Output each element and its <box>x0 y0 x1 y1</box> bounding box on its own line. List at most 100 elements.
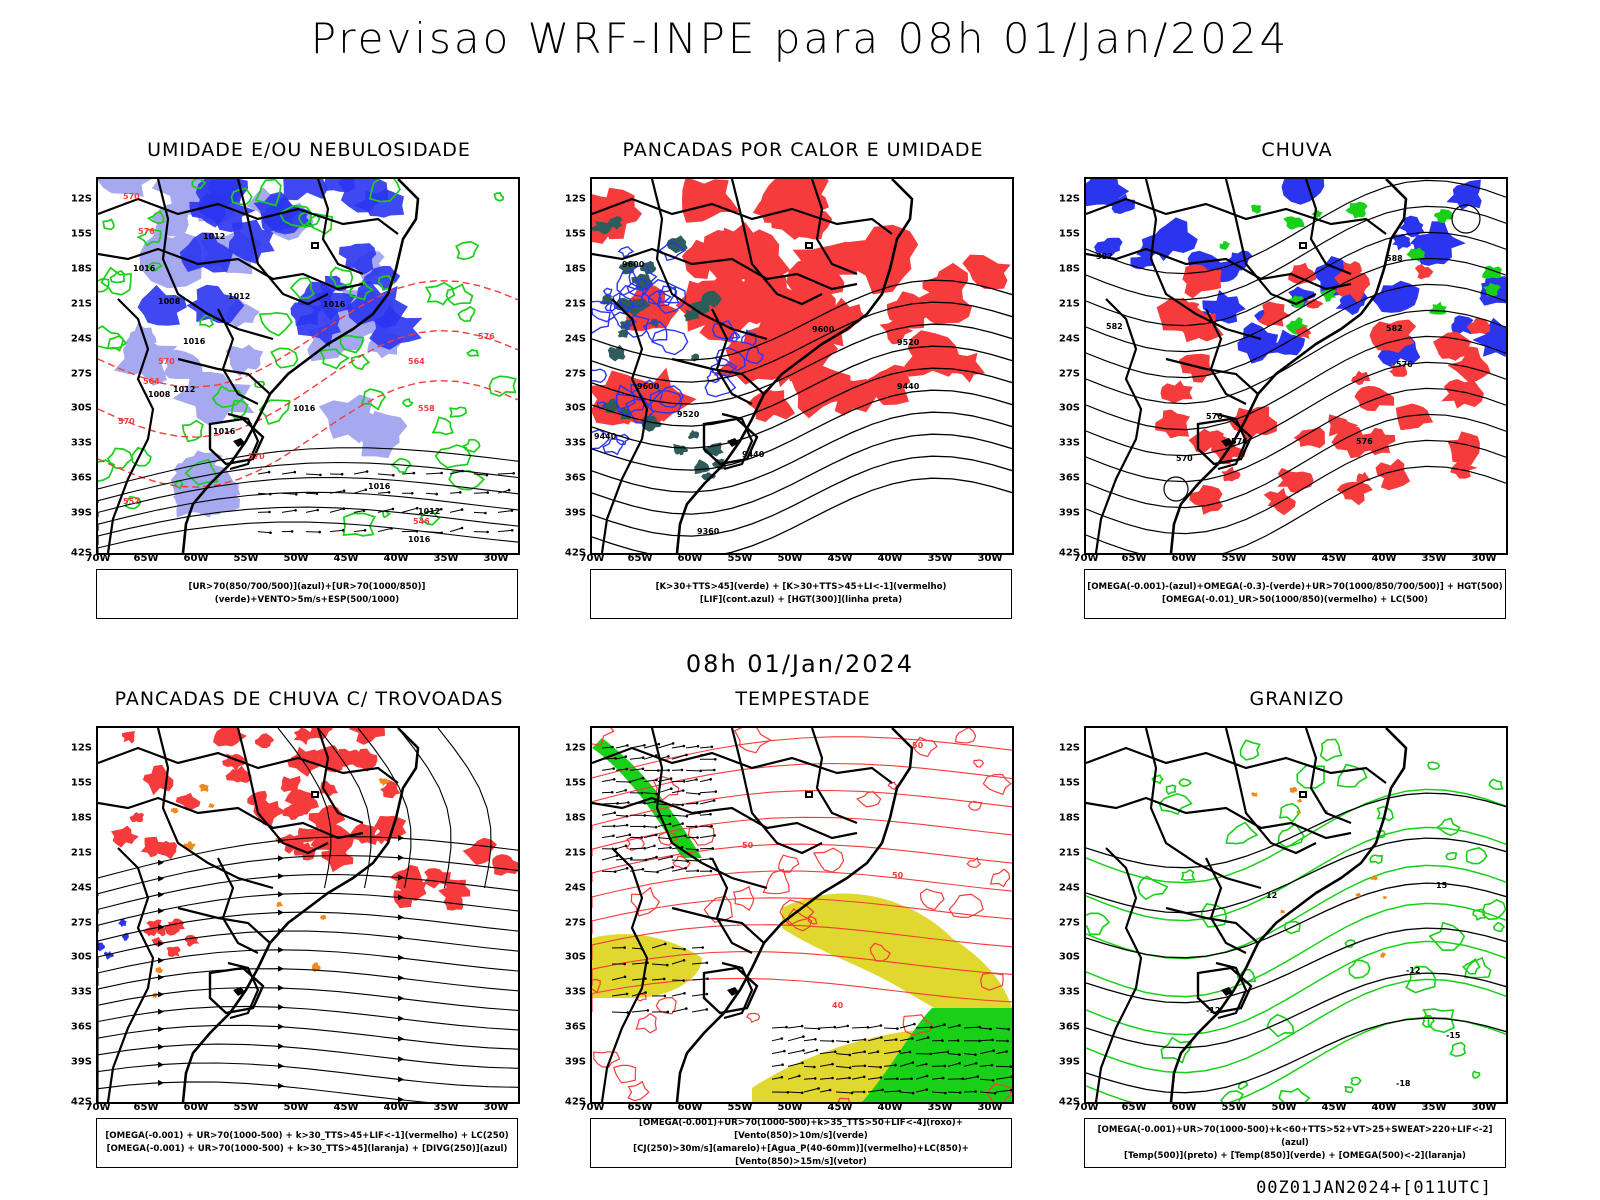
temp850-contour <box>1471 1070 1481 1079</box>
wind-vector <box>771 1050 785 1055</box>
state-border <box>1165 357 1259 395</box>
strong-omega-area <box>1429 301 1447 315</box>
instability-area <box>694 459 710 475</box>
height-contour <box>592 433 1012 515</box>
lagoon <box>233 987 245 996</box>
wind-vector <box>329 529 344 533</box>
strong-omega-area <box>1311 210 1323 220</box>
longitude-tick-label: 30W <box>977 1102 1003 1113</box>
precipitable-water-contour <box>856 791 882 808</box>
wind-vector-head <box>654 825 658 829</box>
wind-vector <box>787 1091 803 1094</box>
streamline-arrow <box>158 875 164 882</box>
land-borders <box>592 728 914 1102</box>
latitude-tick-label: 39S <box>1058 1056 1080 1068</box>
streamline-arrow <box>158 859 164 866</box>
wind-vector <box>401 472 414 475</box>
storm-area <box>129 812 145 823</box>
wind-vector-head <box>644 977 647 980</box>
wind-vector-head <box>991 1038 994 1042</box>
wind-vector <box>883 1027 898 1030</box>
state-border <box>98 796 364 840</box>
wind-vector <box>771 1038 782 1042</box>
wind-vector-head <box>667 755 670 758</box>
wind-vector <box>685 745 699 749</box>
latitude-tick-label: 18S <box>70 263 92 275</box>
wind-vector <box>803 1027 820 1030</box>
wind-vector <box>615 814 627 817</box>
longitude-tick-label: 35W <box>1421 1102 1447 1113</box>
temp850-contour <box>1350 1076 1362 1086</box>
wind-vector <box>947 1062 960 1067</box>
temp850-contour <box>1344 1085 1354 1094</box>
omega-area <box>1237 322 1282 364</box>
longitude-tick-label: 30W <box>483 1102 509 1113</box>
wind-vector-head <box>623 962 626 966</box>
wind-vector-head <box>815 1048 819 1052</box>
wind-vector <box>699 800 715 805</box>
streamline <box>98 1024 518 1058</box>
wind-vector <box>425 531 442 534</box>
lifted-index-contour <box>711 320 739 340</box>
longitude-tick-label: 35W <box>927 553 953 564</box>
legend-line: [Temp(500)](preto) + [Temp(850)](verde) … <box>1124 1150 1466 1161</box>
precipitable-water-contour <box>989 868 1011 888</box>
geopotential-contour <box>1086 231 1506 327</box>
humidity-contour <box>350 353 371 371</box>
streamline-arrow <box>278 1082 284 1089</box>
temp850-contour <box>1376 805 1394 822</box>
wind-vector <box>497 489 510 494</box>
latitude-tick-label: 15S <box>1058 777 1080 789</box>
shower-area <box>155 966 164 974</box>
wind-vector-head <box>644 991 647 994</box>
contour-label: 9440 <box>742 450 765 459</box>
wind-vector-head <box>435 492 439 496</box>
wind-vector-head <box>958 1091 962 1094</box>
lifted-index-contour <box>617 246 635 258</box>
wind-vector <box>651 978 665 981</box>
lifted-index-contour <box>647 289 672 305</box>
latitude-tick-label: 30S <box>1058 951 1080 963</box>
instability-area <box>701 290 722 308</box>
wind-vector-head <box>641 767 645 771</box>
temp500-contour <box>1086 927 1506 1004</box>
unstable-area <box>913 283 972 326</box>
storm-area <box>309 728 333 740</box>
temp850-contour <box>1151 774 1164 785</box>
wind-vector-head <box>682 979 685 982</box>
wind-vector <box>915 1075 928 1080</box>
longitude-tick-label: 45W <box>827 1102 853 1113</box>
wind-vector-head <box>683 992 686 995</box>
wind-vector-head <box>641 867 645 871</box>
wind-vector <box>787 1075 800 1080</box>
streamline-arrow <box>278 891 284 898</box>
wind-vector-head <box>780 1075 784 1079</box>
wind-vector-head <box>1009 1065 1012 1068</box>
wind-vector-head <box>290 530 294 533</box>
wind-vector-head <box>625 767 629 771</box>
wind-vector <box>497 510 513 513</box>
humidity-contour <box>106 447 134 469</box>
wind-vector-head <box>993 1092 997 1095</box>
wind-vector <box>931 1077 944 1080</box>
state-border <box>730 728 823 855</box>
temp850-contour <box>1239 739 1261 761</box>
strong-omega-area <box>1483 282 1501 297</box>
wind-vector <box>931 1091 946 1094</box>
wind-vector-head <box>944 1091 947 1095</box>
wind-vector-head <box>706 977 709 980</box>
wind-vector-head <box>879 1076 883 1079</box>
unstable-area <box>758 295 810 337</box>
state-border <box>1224 728 1317 855</box>
longitude-tick-label: 60W <box>183 1102 209 1113</box>
precipitable-water-contour <box>954 728 977 744</box>
wind-vector-head <box>705 961 709 965</box>
thickness-line <box>98 379 518 488</box>
wind-vector-head <box>627 801 630 804</box>
humidity-contour <box>289 276 316 299</box>
humidity-light-area <box>163 349 203 379</box>
panel-title: PANCADAS POR CALOR E UMIDADE <box>622 139 984 161</box>
omega-orange-area <box>1251 792 1258 797</box>
wind-vector-head <box>831 1076 834 1080</box>
wind-vector <box>915 1026 932 1029</box>
